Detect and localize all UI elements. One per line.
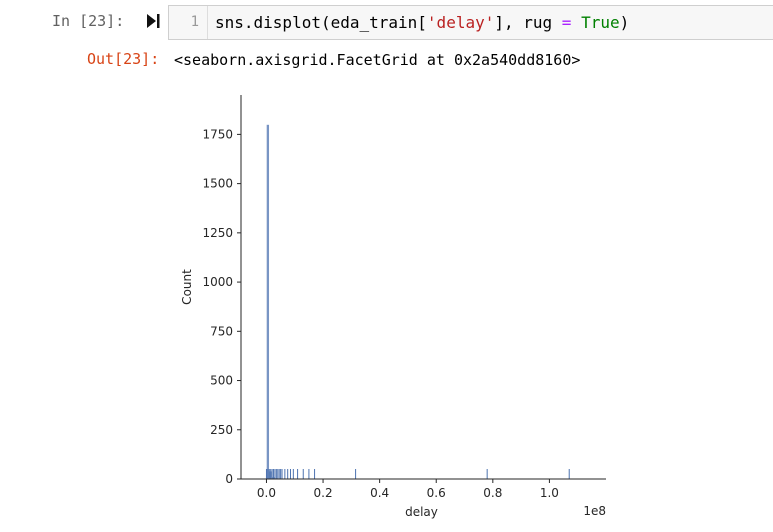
y-tick-label: 1500 — [202, 177, 233, 191]
y-axis-label: Count — [180, 269, 194, 305]
output-text: <seaborn.axisgrid.FacetGrid at 0x2a540dd… — [174, 51, 581, 69]
line-gutter: 1 — [169, 6, 208, 39]
input-prompt: In [23]: — [52, 12, 125, 30]
x-tick-label: 0.8 — [483, 486, 502, 500]
code-string: 'delay' — [426, 13, 495, 32]
code-cell-input[interactable]: 1 sns.displot(eda_train['delay'], rug = … — [168, 5, 773, 40]
code-line[interactable]: sns.displot(eda_train['delay'], rug = Tr… — [215, 13, 629, 32]
y-tick-label: 1250 — [202, 226, 233, 240]
line-number: 1 — [190, 14, 199, 30]
x-tick-label: 1.0 — [540, 486, 559, 500]
output-prompt: Out[23]: — [87, 50, 160, 68]
y-tick-label: 750 — [210, 324, 233, 338]
x-axis-label: delay — [405, 505, 438, 519]
y-tick-label: 1750 — [202, 127, 233, 141]
code-part: ) — [619, 13, 630, 32]
y-tick-label: 250 — [210, 423, 233, 437]
x-tick-label: 0.2 — [314, 486, 333, 500]
code-keyword: True — [581, 13, 620, 32]
code-operator: = — [561, 13, 572, 32]
code-part: ], rug — [494, 13, 562, 32]
x-offset-label: 1e8 — [583, 504, 606, 518]
x-tick-label: 0.6 — [427, 486, 446, 500]
x-tick-label: 0.4 — [370, 486, 389, 500]
x-tick-label: 0.0 — [257, 486, 276, 500]
y-tick-label: 1000 — [202, 275, 233, 289]
code-part: sns.displot(eda_train[ — [215, 13, 427, 32]
histogram-bar — [266, 124, 270, 480]
y-tick-label: 0 — [225, 472, 233, 486]
run-cell-icon[interactable] — [146, 13, 160, 29]
y-tick-label: 500 — [210, 374, 233, 388]
